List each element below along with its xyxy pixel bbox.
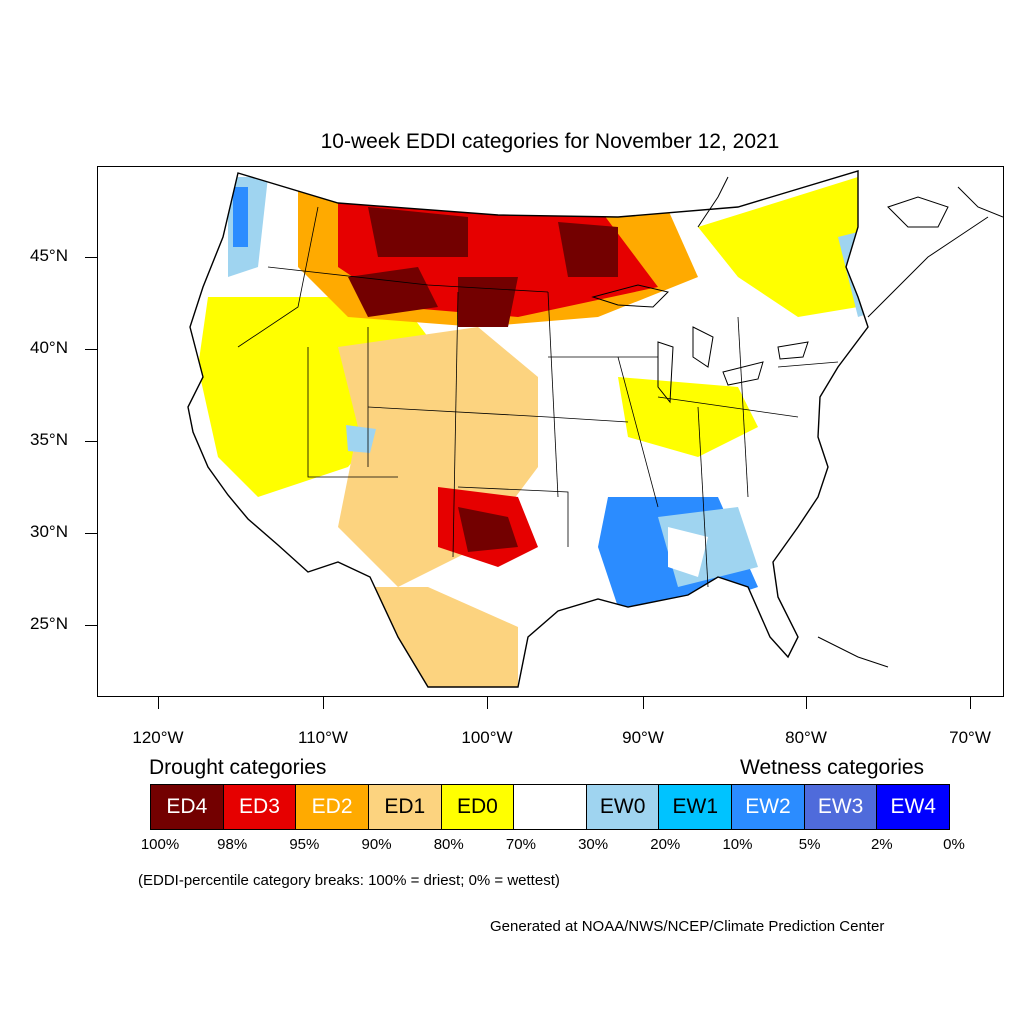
lon-tick [487, 697, 488, 709]
percentile-label: 2% [870, 836, 893, 853]
lat-tick [85, 441, 97, 442]
percentile-label: 20% [650, 836, 681, 853]
lat-label: 40°N [30, 338, 68, 357]
percentile-label: 90% [361, 836, 392, 853]
percentile-label: 95% [289, 836, 320, 853]
percentile-label: 98% [217, 836, 248, 853]
state-boundaries [187, 170, 869, 688]
legend-box-ed1: ED1 [368, 785, 442, 829]
lon-label: 90°W [622, 728, 664, 747]
drought-categories-title: Drought categories [149, 756, 327, 779]
eddi-shading [188, 171, 868, 687]
percentile-label: 100% [140, 836, 180, 853]
lon-label: 100°W [461, 728, 513, 747]
percentile-label: 10% [722, 836, 753, 853]
category-legend: ED4 ED3 ED2 ED1 ED0 EW0 EW1 EW2 EW3 EW4 [150, 784, 950, 830]
lat-label: 25°N [30, 614, 68, 633]
lon-label: 110°W [298, 728, 348, 747]
lat-tick [85, 533, 97, 534]
eddi-map [97, 166, 1004, 697]
legend-box-ed3: ED3 [223, 785, 297, 829]
lon-tick [806, 697, 807, 709]
lon-tick [158, 697, 159, 709]
percentile-label: 0% [943, 836, 965, 853]
lon-tick [970, 697, 971, 709]
category-note: (EDDI-percentile category breaks: 100% =… [138, 872, 560, 889]
lat-tick [85, 257, 97, 258]
percentile-label: 30% [578, 836, 609, 853]
canada-coastline [697, 176, 1003, 668]
map-title: 10-week EDDI categories for November 12,… [320, 130, 780, 153]
map-canvas [187, 170, 1003, 688]
percentile-label: 80% [433, 836, 464, 853]
legend-box-ew0: EW0 [586, 785, 660, 829]
legend-box-normal [514, 785, 587, 829]
percentile-label: 5% [798, 836, 821, 853]
lat-label: 30°N [30, 522, 68, 541]
legend-box-ew2: EW2 [732, 785, 805, 829]
legend-box-ed4: ED4 [151, 785, 224, 829]
lon-label: 80°W [785, 728, 827, 747]
legend-box-ew3: EW3 [804, 785, 878, 829]
lat-tick [85, 349, 97, 350]
percentile-label: 70% [505, 836, 536, 853]
lon-label: 120°W [132, 728, 184, 747]
legend-box-ew1: EW1 [659, 785, 733, 829]
credit-line: Generated at NOAA/NWS/NCEP/Climate Predi… [490, 918, 885, 935]
lon-tick [323, 697, 324, 709]
legend-box-ed2: ED2 [296, 785, 369, 829]
legend-box-ew4: EW4 [877, 785, 950, 829]
wetness-categories-title: Wetness categories [740, 756, 925, 779]
lat-tick [85, 625, 97, 626]
lat-label: 45°N [30, 246, 68, 265]
lon-tick [643, 697, 644, 709]
legend-box-ed0: ED0 [441, 785, 515, 829]
great-lakes [591, 284, 809, 404]
lon-label: 70°W [949, 728, 991, 747]
lat-label: 35°N [30, 430, 68, 449]
